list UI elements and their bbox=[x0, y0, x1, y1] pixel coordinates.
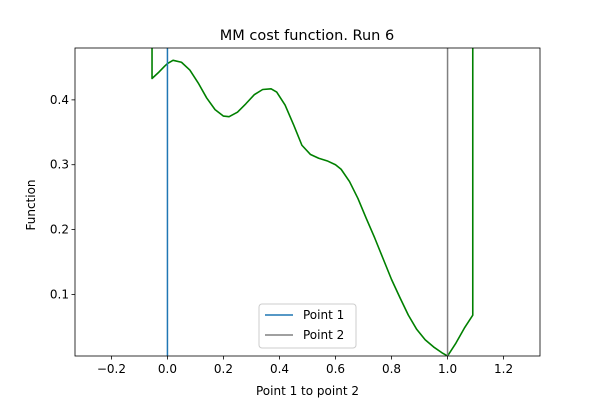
x-tick-label: 0.2 bbox=[214, 362, 233, 376]
y-tick-label: 0.4 bbox=[50, 93, 69, 107]
legend-label: Point 1 bbox=[303, 308, 344, 322]
x-tick-label: 0.6 bbox=[326, 362, 345, 376]
y-tick-label: 0.3 bbox=[50, 158, 69, 172]
series-line-0 bbox=[151, 48, 474, 356]
x-tick-label: 0.0 bbox=[158, 362, 177, 376]
x-tick-label: 1.2 bbox=[494, 362, 513, 376]
x-tick-label: −0.2 bbox=[97, 362, 126, 376]
legend: Point 1 Point 2 bbox=[258, 303, 357, 349]
axis-ticks: −0.2 0.0 0.2 0.4 0.6 0.8 1.0 1.2 0.1 0.2 0.3 0.4 bbox=[50, 93, 513, 376]
x-tick-label: 0.4 bbox=[270, 362, 289, 376]
y-axis-label: Function bbox=[24, 179, 38, 230]
plot-area bbox=[151, 48, 474, 356]
y-tick-label: 0.1 bbox=[50, 287, 69, 301]
y-tick-label: 0.2 bbox=[50, 223, 69, 237]
x-axis-label: Point 1 to point 2 bbox=[256, 384, 359, 398]
x-tick-label: 0.8 bbox=[382, 362, 401, 376]
x-tick-label: 1.0 bbox=[438, 362, 457, 376]
legend-label: Point 2 bbox=[303, 328, 344, 342]
plot-frame bbox=[74, 47, 541, 357]
chart-title: MM cost function. Run 6 bbox=[220, 28, 394, 44]
